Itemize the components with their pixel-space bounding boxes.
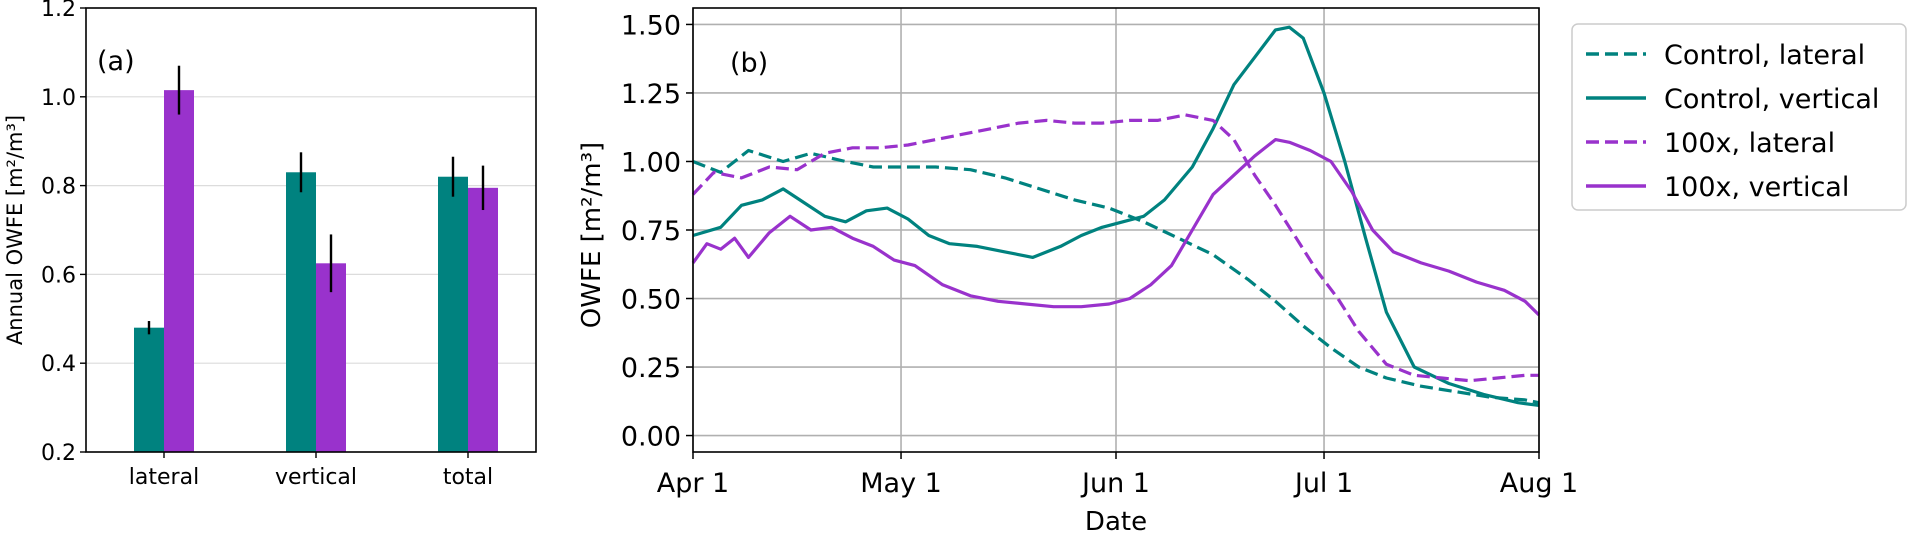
bar: [164, 90, 194, 452]
line-chart-y-tick-label: 1.25: [621, 79, 681, 110]
series-line: [691, 138, 1541, 317]
line-chart-gridlines: [692, 8, 1540, 452]
bar-chart-y-tick-label: 1.0: [41, 86, 76, 111]
bar-chart-x-tick-label: lateral: [129, 465, 199, 490]
line-chart-y-label: OWFE [m²/m³]: [577, 142, 607, 328]
bar: [134, 327, 164, 452]
line-chart-x-tick-label: May 1: [860, 468, 942, 499]
line-chart-x-tick-label: Apr 1: [657, 468, 729, 499]
line-chart-y-ticks: 0.00 0.25 0.50 0.75 1.00 1.25 1.50: [621, 10, 693, 453]
legend-label: Control, lateral: [1664, 40, 1865, 71]
bar-chart-y-tick-label: 0.4: [41, 352, 76, 377]
series-line: [691, 113, 1539, 383]
bar: [286, 172, 316, 452]
bar-chart-y-tick-label: 0.2: [41, 441, 76, 466]
legend-box: [1571, 23, 1907, 211]
series-line: [692, 25, 1540, 407]
line-chart-y-tick-label: 1.00: [621, 147, 681, 178]
bar-chart-panel: 0.20.40.60.81.01.2 lateral vertical total …: [3, 0, 537, 490]
bar-chart-frame: [85, 7, 537, 453]
bar-chart-y-label: Annual OWFE [m²/m³]: [3, 115, 27, 345]
bar: [316, 263, 346, 452]
legend-label: 100x, vertical: [1664, 172, 1849, 203]
line-chart-y-tick-label: 0.25: [621, 353, 681, 384]
bar-chart-y-tick-label: 0.8: [41, 175, 76, 200]
line-chart-panel: 0.00 0.25 0.50 0.75 1.00 1.25 1.50 Apr 1 May 1 J…: [577, 7, 1578, 537]
panel-label-b: (b): [730, 48, 768, 79]
bar-chart-x-tick-label: vertical: [275, 465, 357, 490]
bar-chart-bars: [134, 90, 498, 452]
line-chart-x-ticks: Apr 1 May 1 Jun 1 Jul 1 Aug 1: [657, 452, 1578, 499]
line-chart-x-label: Date: [1085, 507, 1147, 537]
line-chart-y-tick-label: 0.75: [621, 216, 681, 247]
bar-chart-x-tick-label: total: [443, 465, 493, 490]
line-chart-series: [691, 25, 1541, 407]
bar-chart-y-ticks: 0.2 0.4 0.6 0.8 1.0 1.2: [41, 0, 86, 466]
series-line: [692, 148, 1540, 405]
panel-label-a: (a): [97, 46, 135, 77]
line-chart-x-tick-label: Jun 1: [1080, 468, 1150, 499]
bar: [438, 176, 468, 452]
bar-chart-error-bars: [147, 65, 485, 335]
bar-chart-y-tick-label: 1.2: [41, 0, 76, 22]
bar-chart-y-tick-label: 0.6: [41, 263, 76, 288]
line-chart-x-tick-label: Aug 1: [1500, 468, 1578, 499]
line-chart-y-tick-label: 1.50: [621, 10, 681, 41]
bar-chart-x-ticks: lateral vertical total: [129, 452, 493, 490]
legend-label: Control, vertical: [1664, 84, 1879, 115]
line-chart-x-tick-label: Jul 1: [1293, 468, 1353, 499]
line-chart-y-tick-label: 0.50: [621, 285, 681, 316]
legend-label: 100x, lateral: [1664, 128, 1835, 159]
line-chart-y-tick-label: 0.00: [621, 422, 681, 453]
bar: [468, 187, 498, 452]
legend: Control, lateral Control, vertical 100x, l…: [1571, 23, 1907, 211]
